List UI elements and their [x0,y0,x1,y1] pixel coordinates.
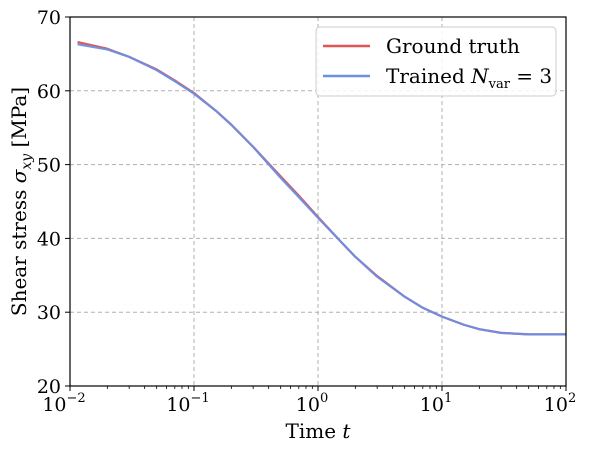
y-tick-label: 30 [37,302,61,324]
x-axis-variable: t [342,419,351,443]
x-tick-base: 10 [420,394,444,416]
x-tick-exponent: 0 [320,391,328,406]
x-tick-base: 10 [166,394,190,416]
y-axis-label: Shear stress σxy [MPa] [7,87,35,316]
x-tick-exponent: −2 [67,391,86,406]
x-tick-exponent: 1 [444,391,452,406]
y-tick-label: 50 [37,155,61,177]
y-ticks: 20 30 40 50 60 70 [37,7,70,398]
y-axis-label-text: Shear stress [7,183,31,316]
legend: Ground truth Trained Nvar = 3 [315,26,557,97]
legend-label-ground-truth: Ground truth [386,34,520,58]
x-tick-label: 10−1 [166,391,209,416]
x-tick-exponent: 2 [568,391,576,406]
x-axis-label: Time t [286,419,352,443]
x-tick-label: 102 [544,391,576,416]
x-tick-base: 10 [42,394,66,416]
y-axis-subscript: xy [19,153,35,170]
y-tick-label: 40 [37,228,61,250]
legend-label-trained: Trained Nvar = 3 [386,64,552,92]
x-tick-label: 100 [296,391,328,416]
x-ticks: 10−2 10−1 100 101 102 [42,386,576,416]
x-tick-label: 101 [420,391,452,416]
x-tick-base: 10 [544,394,568,416]
legend-box [315,26,557,97]
y-axis-unit: [MPa] [7,87,31,154]
series-line-trained [77,43,566,336]
x-tick-label: 10−2 [42,391,85,416]
y-tick-label: 70 [37,7,61,29]
y-tick-label: 60 [37,81,61,103]
series-lines [77,41,566,336]
x-tick-base: 10 [296,394,320,416]
y-axis-sigma: σ [7,168,31,183]
x-tick-exponent: −1 [191,391,210,406]
y-tick-label: 20 [37,376,61,398]
x-axis-label-text: Time [286,419,343,443]
